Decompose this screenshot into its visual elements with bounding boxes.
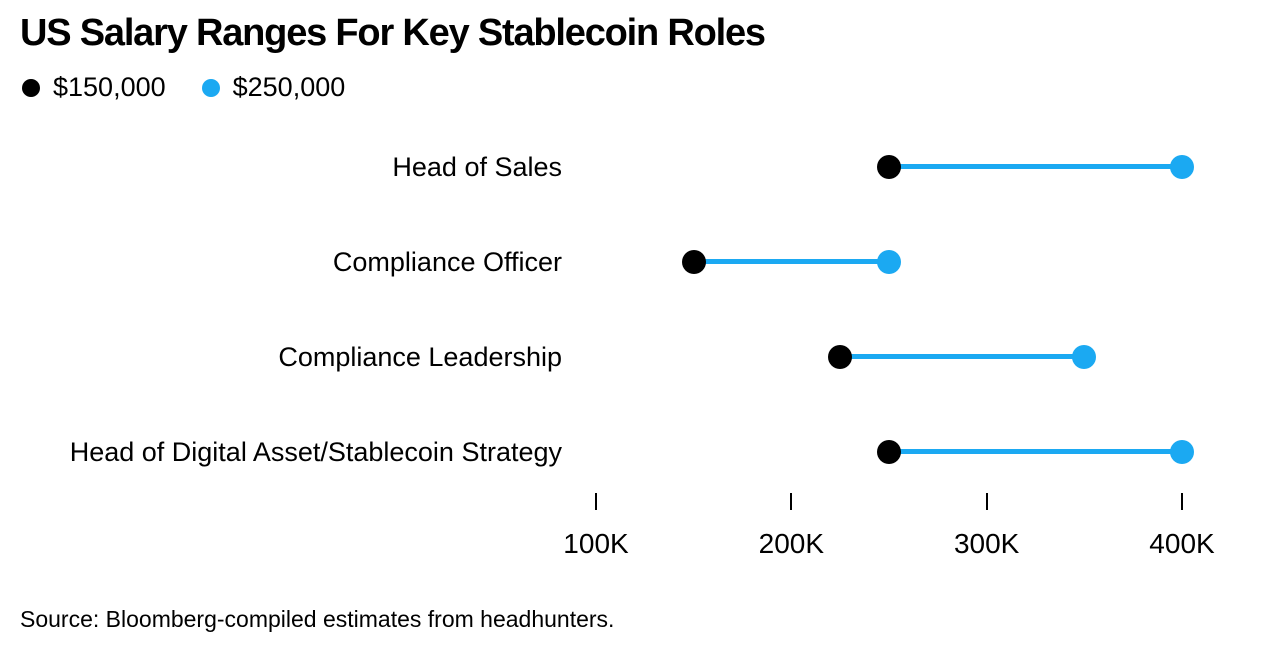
range-line <box>889 164 1182 169</box>
high-dot-icon <box>1170 440 1194 464</box>
low-dot-icon <box>681 250 706 274</box>
high-dot-icon <box>1072 345 1097 369</box>
category-label: Compliance Officer <box>332 247 562 277</box>
axis-tick-100k <box>595 493 597 510</box>
low-dot-icon <box>877 440 901 464</box>
range-line <box>693 259 889 264</box>
range-line <box>840 354 1085 359</box>
range-line <box>889 449 1182 454</box>
category-label: Head of Sales <box>392 152 562 182</box>
category-label: Compliance Leadership <box>278 342 562 372</box>
axis-tick-label: 400K <box>1149 528 1215 559</box>
axis-tick-200k <box>790 493 793 510</box>
chart-row-head-of-sales: Head of Sales <box>0 153 1274 181</box>
chart-legend: $150,000 $250,000 <box>22 72 345 103</box>
axis-tick-label: 300K <box>953 528 1020 559</box>
high-dot-icon <box>1170 155 1194 179</box>
chart-row-compliance-leadership: Compliance Leadership <box>0 343 1274 371</box>
axis-tick-label: 100K <box>563 528 629 559</box>
source-note: Source: Bloomberg-compiled estimates fro… <box>20 606 615 632</box>
legend-high-label: $250,000 <box>232 72 346 102</box>
category-label: Head of Digital Asset/Stablecoin Strateg… <box>69 437 562 467</box>
legend-high-dot-icon <box>201 78 220 97</box>
axis-tick-300k <box>985 493 988 510</box>
low-dot-icon <box>877 155 901 179</box>
axis-tick-label: 200K <box>758 528 825 559</box>
legend-low-dot-icon <box>22 78 40 97</box>
chart-row-compliance-officer: Compliance Officer <box>0 248 1274 276</box>
axis-tick-400k <box>1181 493 1183 510</box>
chart-title: US Salary Ranges For Key Stablecoin Role… <box>20 12 766 54</box>
high-dot-icon <box>877 250 901 274</box>
legend-item-high: $250,000 <box>201 72 346 103</box>
legend-item-low: $150,000 <box>22 72 166 103</box>
chart-row-digital-asset-strategy: Head of Digital Asset/Stablecoin Strateg… <box>0 438 1274 466</box>
legend-low-label: $150,000 <box>53 72 166 102</box>
low-dot-icon <box>828 345 853 369</box>
